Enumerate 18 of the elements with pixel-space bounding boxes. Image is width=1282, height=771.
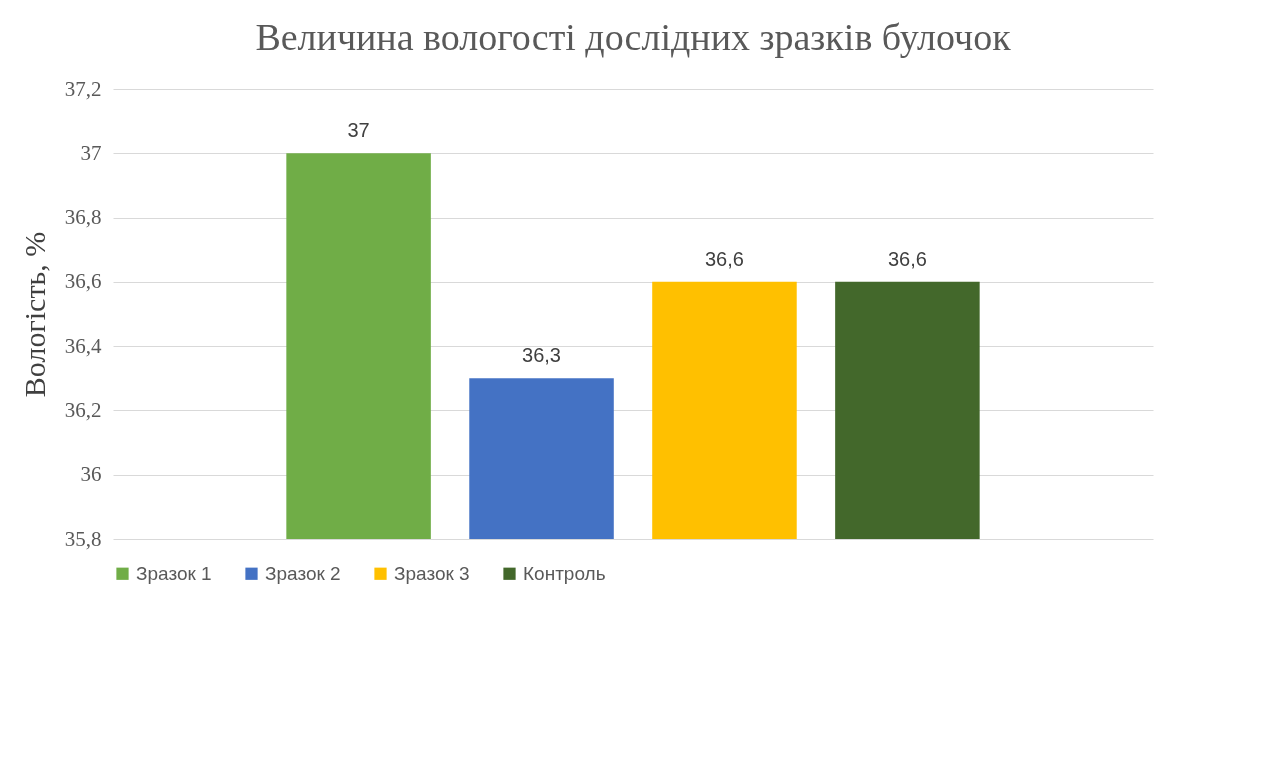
y-tick-label: 35,8 <box>64 526 102 551</box>
chart-title: Величина вологості дослідних зразків булочок <box>255 16 1012 58</box>
y-tick-label: 36,2 <box>64 397 102 422</box>
y-tick-label: 36,4 <box>64 333 102 358</box>
data-label: 36,6 <box>705 247 744 270</box>
y-tick-label: 37,2 <box>64 76 102 101</box>
y-tick-label: 36 <box>80 462 102 487</box>
data-label: 36,3 <box>522 344 561 367</box>
legend-label: Контроль <box>523 562 606 584</box>
y-axis-title: Вологість, % <box>17 231 51 398</box>
y-tick-label: 36,6 <box>64 269 102 294</box>
y-tick-label: 36,8 <box>64 205 102 230</box>
legend-label: Зразок 2 <box>265 562 341 584</box>
data-label: 36,6 <box>887 247 927 270</box>
y-tick-label: 37 <box>80 140 102 165</box>
legend-label: Зразок 3 <box>394 562 470 584</box>
data-label: 37 <box>347 119 370 142</box>
legend-label: Зразок 1 <box>136 562 212 584</box>
